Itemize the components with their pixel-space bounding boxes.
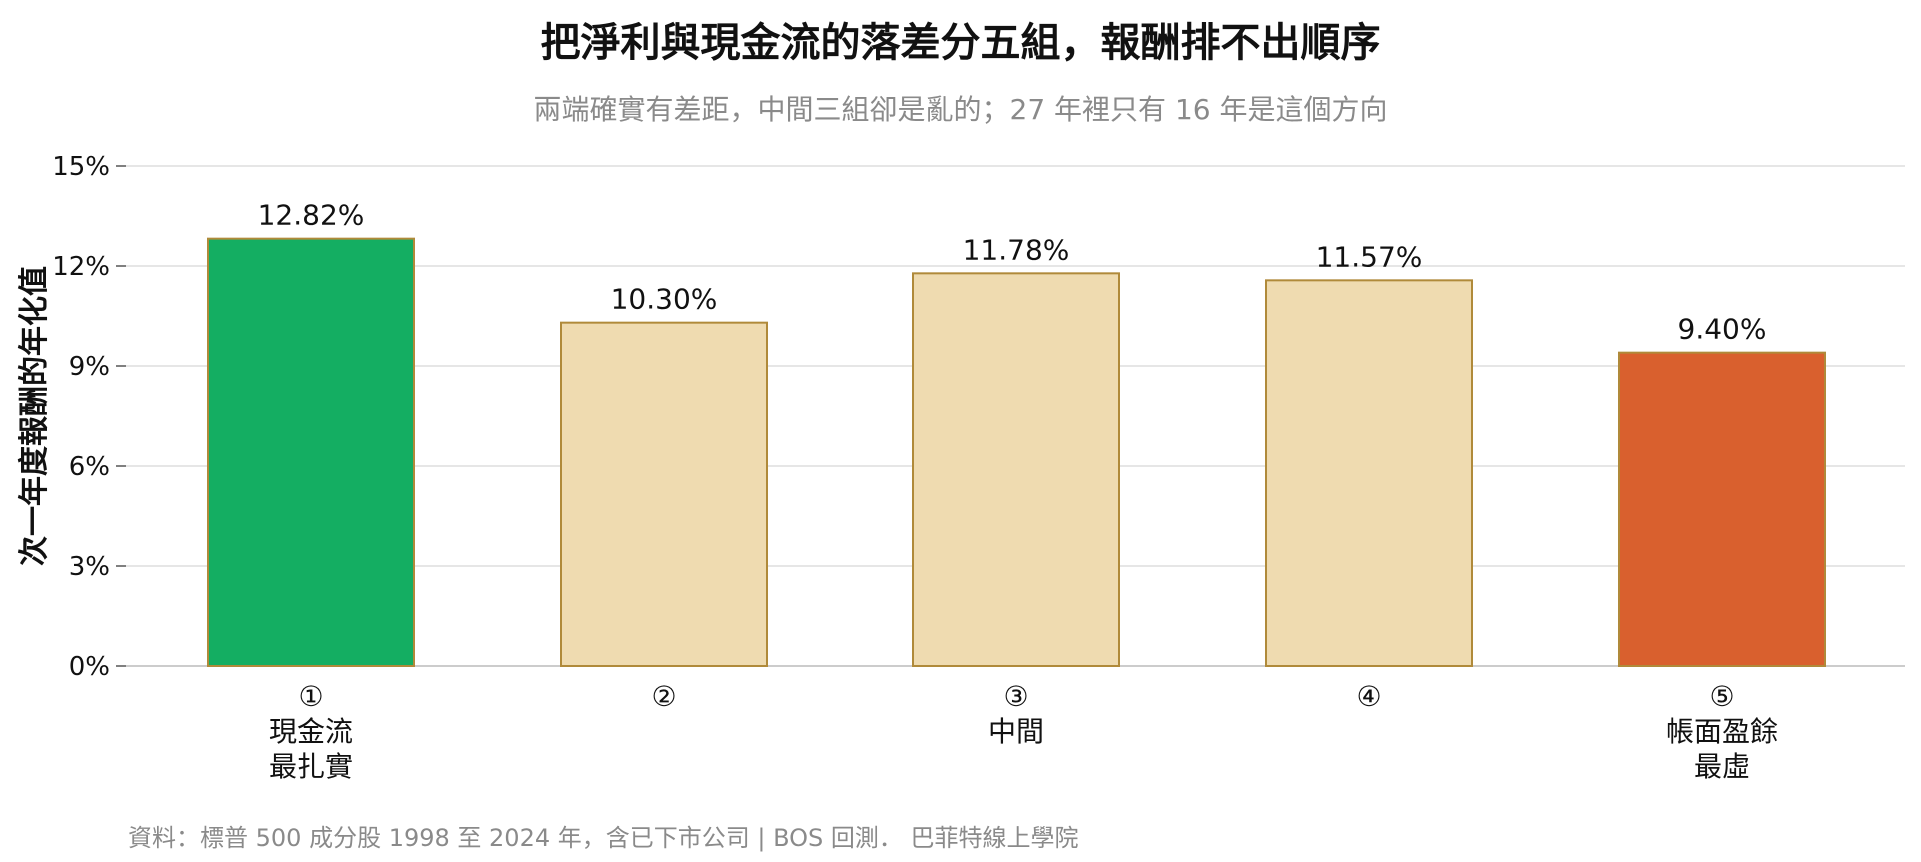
- bar-value-label: 9.40%: [1678, 313, 1767, 346]
- bar-group-4: [1265, 279, 1473, 667]
- y-tick-label: 0%: [69, 652, 110, 682]
- bar-group-3: [912, 272, 1120, 667]
- chart-subtitle: 兩端確實有差距，中間三組卻是亂的；27 年裡只有 16 年是這個方向: [533, 93, 1388, 126]
- bar-value-label: 11.57%: [1316, 240, 1423, 273]
- x-tick-label: 帳面盈餘: [1666, 715, 1778, 748]
- y-tick-label: 12%: [52, 252, 110, 282]
- y-tick-label: 15%: [52, 152, 110, 182]
- x-tick-label: ②: [651, 680, 676, 713]
- x-tick-label: 中間: [988, 715, 1044, 748]
- bar-group-1: [207, 237, 415, 668]
- y-axis-label: 次一年度報酬的年化值: [17, 266, 52, 566]
- y-axis-ticks: 0% 3% 6% 9% 12% 15%: [52, 152, 126, 682]
- y-tick-label: 9%: [69, 352, 110, 382]
- x-tick-label: 最扎實: [269, 750, 353, 783]
- x-tick-label: 最虛: [1694, 750, 1750, 783]
- chart-title: 把淨利與現金流的落差分五組，報酬排不出順序: [540, 20, 1381, 66]
- bar-value-label: 11.78%: [963, 233, 1070, 266]
- bar-value-label: 12.82%: [258, 199, 365, 232]
- value-labels: 12.82% 10.30% 11.78% 11.57% 9.40%: [258, 199, 1767, 346]
- bar-value-label: 10.30%: [611, 283, 718, 316]
- x-tick-label: ①: [298, 680, 323, 713]
- source-note: 資料：標普 500 成分股 1998 至 2024 年，含已下市公司 | BOS…: [128, 824, 1079, 852]
- y-tick-label: 3%: [69, 552, 110, 582]
- x-tick-label: ③: [1003, 680, 1028, 713]
- bar-group-5: [1618, 351, 1826, 667]
- bar-group-2: [560, 321, 768, 667]
- x-tick-label: 現金流: [269, 715, 353, 748]
- x-tick-label: ④: [1356, 680, 1381, 713]
- bars: [207, 237, 1826, 668]
- x-tick-label: ⑤: [1709, 680, 1734, 713]
- y-tick-label: 6%: [69, 452, 110, 482]
